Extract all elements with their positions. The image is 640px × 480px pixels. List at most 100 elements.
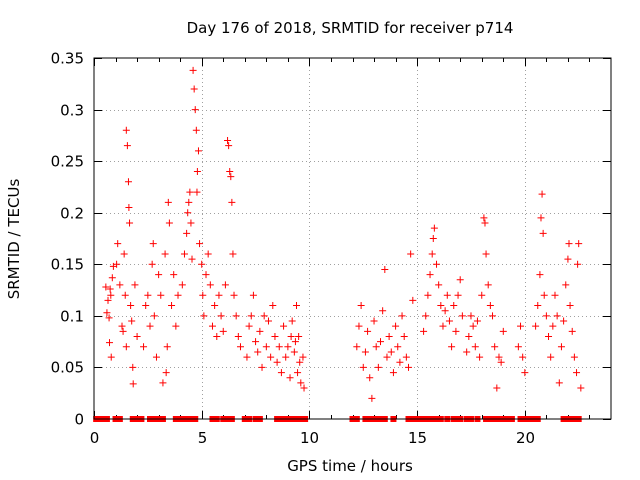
data-point <box>105 314 113 322</box>
data-point <box>188 255 196 263</box>
data-point <box>172 322 180 330</box>
data-point <box>245 322 253 330</box>
data-point <box>381 265 389 273</box>
data-point <box>120 250 128 258</box>
data-point <box>189 66 197 74</box>
data-point <box>114 240 122 248</box>
data-point <box>256 327 264 335</box>
data-point <box>164 198 172 206</box>
data-point <box>514 343 522 351</box>
data-point <box>131 281 139 289</box>
data-point <box>486 302 494 310</box>
data-point <box>294 369 302 377</box>
data-point <box>441 307 449 315</box>
data-point <box>448 343 456 351</box>
data-point <box>489 312 497 320</box>
data-point <box>133 332 141 340</box>
data-point <box>366 374 374 382</box>
data-point <box>420 327 428 335</box>
data-point <box>152 353 160 361</box>
x-tick-label: 20 <box>516 429 535 447</box>
data-point <box>557 343 565 351</box>
data-point <box>264 317 272 325</box>
data-point <box>191 106 199 114</box>
data-point <box>482 250 490 258</box>
data-point <box>290 348 298 356</box>
data-point <box>433 260 441 268</box>
data-point <box>224 137 232 145</box>
data-point <box>287 332 295 340</box>
data-point <box>374 363 382 371</box>
data-point <box>252 338 260 346</box>
data-point <box>534 302 542 310</box>
data-point <box>165 219 173 227</box>
data-point <box>249 291 257 299</box>
data-point <box>361 348 369 356</box>
data-point <box>124 178 132 186</box>
axis-ticks <box>94 58 611 420</box>
data-point <box>429 235 437 242</box>
data-point <box>243 353 251 361</box>
data-point <box>368 394 376 402</box>
data-point <box>161 250 169 258</box>
data-point <box>204 250 212 258</box>
data-point <box>532 322 540 330</box>
x-axis-label: GPS time / hours <box>287 457 413 475</box>
data-point <box>103 309 111 317</box>
data-point <box>107 291 115 299</box>
data-point <box>450 302 458 310</box>
data-point <box>208 322 216 330</box>
data-point <box>258 363 266 371</box>
data-point <box>284 343 292 351</box>
data-point <box>155 271 163 279</box>
data-point <box>357 302 365 310</box>
data-point <box>168 302 176 310</box>
data-point <box>217 312 225 320</box>
data-point <box>295 332 303 340</box>
data-point <box>495 353 503 361</box>
data-point <box>150 312 158 320</box>
data-point <box>192 126 200 134</box>
data-point <box>273 358 281 366</box>
data-point <box>549 322 557 330</box>
data-point <box>551 291 559 299</box>
data-point <box>392 322 400 330</box>
data-point <box>435 281 443 289</box>
data-point <box>566 302 574 310</box>
data-point <box>565 240 573 248</box>
data-point <box>296 358 304 366</box>
data-point <box>185 198 193 206</box>
data-point <box>469 322 477 330</box>
data-point <box>426 271 434 279</box>
data-point <box>471 343 479 351</box>
data-point <box>128 317 136 325</box>
data-point <box>562 281 570 289</box>
data-point <box>140 343 148 351</box>
y-tick-label: 0.05 <box>51 359 84 377</box>
data-point <box>187 219 195 227</box>
data-point <box>539 229 547 237</box>
data-point <box>211 302 219 310</box>
data-point <box>497 358 505 366</box>
data-point <box>198 260 206 268</box>
data-point <box>570 353 578 361</box>
data-point <box>300 384 308 392</box>
data-point <box>481 219 489 227</box>
data-point <box>215 291 223 299</box>
data-point <box>538 190 546 198</box>
data-point <box>499 327 507 335</box>
data-point <box>537 214 545 222</box>
data-point <box>174 291 182 299</box>
data-point <box>113 260 121 268</box>
data-point <box>157 291 165 299</box>
data-point <box>422 312 430 320</box>
data-point <box>118 322 126 330</box>
data-point <box>359 363 367 371</box>
data-point <box>108 274 116 282</box>
data-point <box>280 322 288 330</box>
plot-frame <box>93 57 612 420</box>
data-point <box>297 379 305 387</box>
data-point <box>104 296 112 304</box>
data-point <box>519 353 527 361</box>
data-point <box>456 276 464 284</box>
